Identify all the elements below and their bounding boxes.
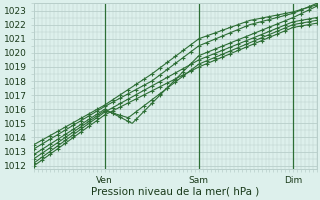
X-axis label: Pression niveau de la mer( hPa ): Pression niveau de la mer( hPa ) (91, 187, 260, 197)
